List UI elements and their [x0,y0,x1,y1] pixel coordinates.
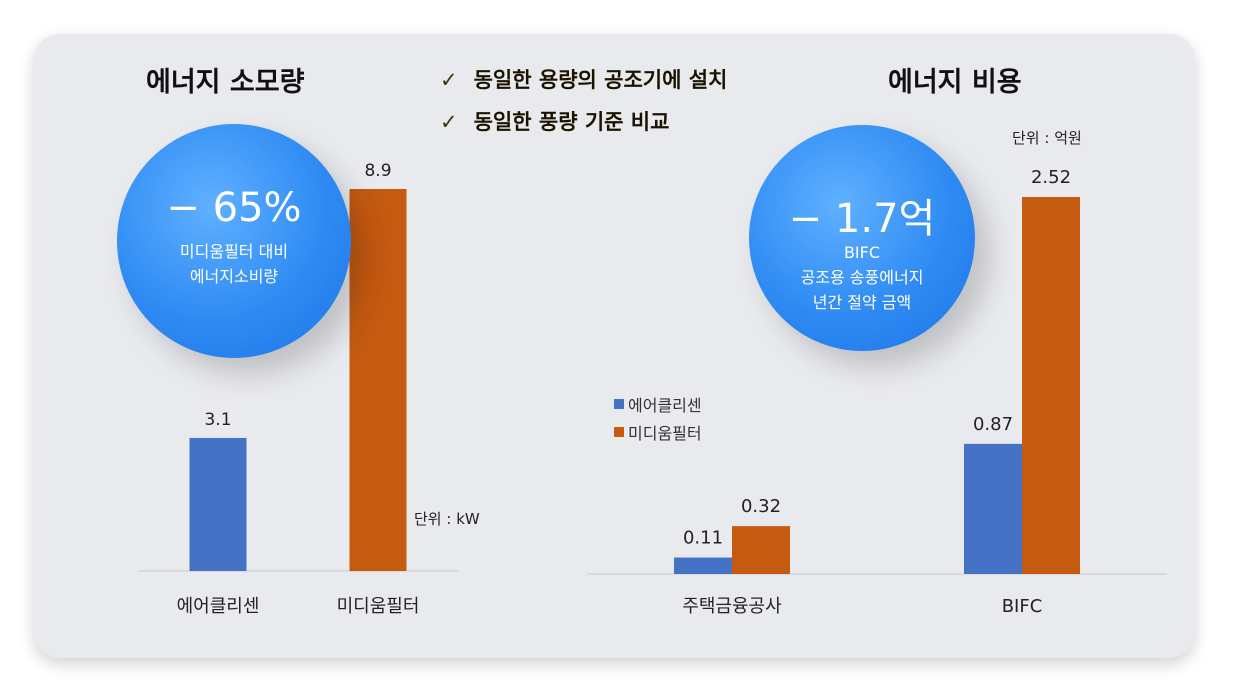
legend-item-aircleansen: 에어클리센 [614,390,702,418]
savings-circle-left: − 65% 미디움필터 대비 에너지소비량 [117,124,351,358]
legend-swatch-blue [614,399,624,409]
condition-line-2: ✓ 동일한 풍량 기준 비교 [440,106,669,136]
x-tick-label: 주택금융공사 [682,596,782,617]
x-tick-label: 미디움필터 [337,596,420,617]
savings-percent: − 65% [166,185,302,231]
condition-line-1: ✓ 동일한 용량의 공조기에 설치 [440,64,727,94]
data-label: 2.52 [1031,167,1071,188]
savings-circle-right: − 1.7억 BIFC 공조용 송풍에너지 년간 절약 금액 [749,125,975,351]
data-label: 0.87 [973,414,1013,435]
check-icon: ✓ [440,110,458,134]
bar [189,437,247,571]
savings-caption-1: 미디움필터 대비 [179,242,289,261]
legend-label: 미디움필터 [628,424,702,443]
data-label: 8.9 [364,161,391,181]
bar [349,189,407,571]
legend-label: 에어클리센 [628,396,702,415]
data-label: 0.11 [683,528,723,549]
legend: 에어클리센 미디움필터 [614,390,702,446]
x-tick-label: BIFC [1002,596,1043,617]
check-icon: ✓ [440,68,458,92]
savings-caption-4: 년간 절약 금액 [812,292,912,312]
energy-cost-title: 에너지 비용 [888,67,1022,98]
data-label: 0.32 [741,496,781,517]
x-tick-label: 에어클리센 [177,596,260,617]
unit-label-eok: 단위 : 억원 [1012,129,1082,147]
unit-label-kw: 단위 : kW [414,510,480,528]
bar [674,557,732,574]
legend-item-medium-filter: 미디움필터 [614,418,702,446]
savings-caption-2: 에너지소비량 [189,266,279,286]
legend-swatch-orange [614,427,624,437]
condition-text-1: 동일한 용량의 공조기에 설치 [473,68,728,92]
bar [1022,197,1080,574]
condition-text-2: 동일한 풍량 기준 비교 [473,110,670,134]
savings-amount: − 1.7억 [788,196,936,242]
savings-caption-3: 공조용 송풍에너지 [800,267,924,287]
data-label: 3.1 [204,410,231,430]
energy-consumption-title: 에너지 소모량 [146,67,305,98]
bar [732,526,790,574]
savings-site: BIFC [843,243,881,262]
bar [964,443,1022,574]
